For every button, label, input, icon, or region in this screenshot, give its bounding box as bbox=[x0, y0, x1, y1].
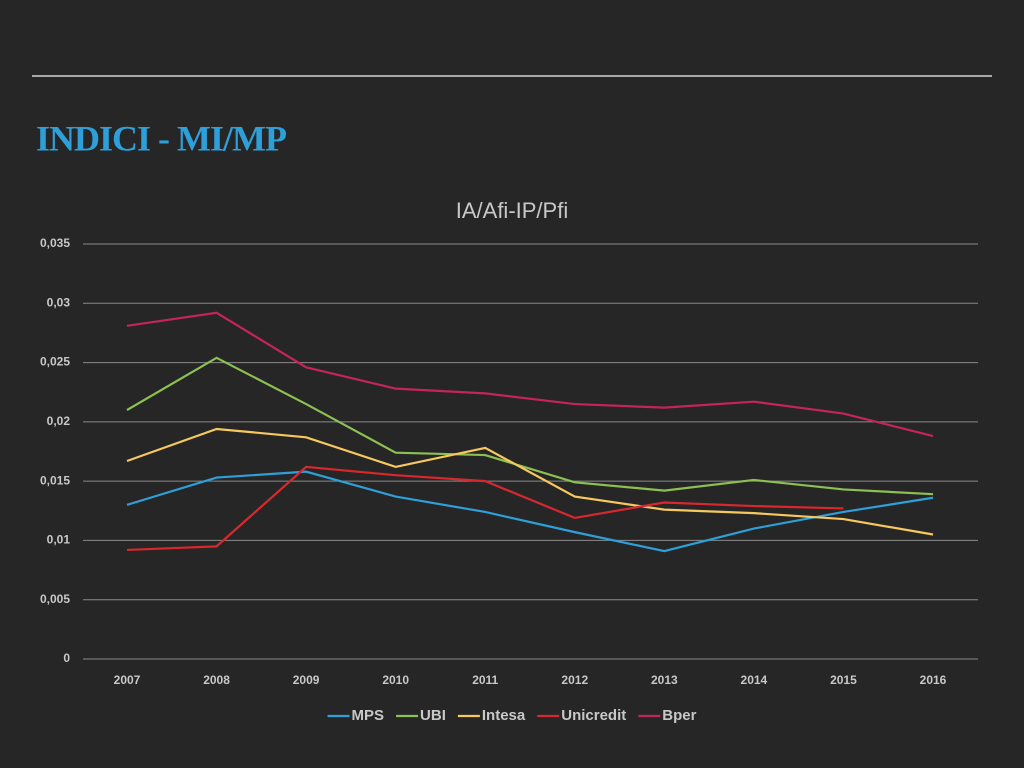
x-tick-label: 2011 bbox=[472, 673, 498, 687]
series-line bbox=[126, 427, 934, 536]
y-tick-label: 0,02 bbox=[47, 414, 71, 428]
x-tick-label: 2016 bbox=[920, 673, 947, 687]
x-tick-label: 2007 bbox=[114, 673, 141, 687]
x-tick-label: 2009 bbox=[293, 673, 320, 687]
y-tick-label: 0,03 bbox=[47, 295, 71, 309]
series-line bbox=[126, 465, 844, 552]
y-tick-label: 0,015 bbox=[40, 473, 70, 487]
x-tick-label: 2012 bbox=[561, 673, 588, 687]
y-tick-label: 0 bbox=[63, 651, 70, 665]
legend-label: UBI bbox=[420, 707, 446, 724]
legend-label: Unicredit bbox=[561, 707, 626, 724]
x-tick-label: 2014 bbox=[741, 673, 768, 687]
y-tick-label: 0,01 bbox=[47, 533, 71, 547]
series-line bbox=[126, 311, 934, 438]
y-tick-label: 0,025 bbox=[40, 355, 70, 369]
series-line bbox=[126, 356, 934, 496]
series-line bbox=[126, 470, 934, 553]
x-tick-label: 2008 bbox=[203, 673, 230, 687]
chart-title: IA/Afi-IP/Pfi bbox=[456, 198, 568, 223]
x-tick-label: 2015 bbox=[830, 673, 857, 687]
x-tick-label: 2010 bbox=[382, 673, 409, 687]
slide-title: INDICI - MI/MP bbox=[36, 118, 286, 158]
legend-label: Intesa bbox=[482, 707, 526, 724]
y-tick-label: 0,035 bbox=[40, 236, 70, 250]
legend-label: MPS bbox=[352, 707, 385, 724]
y-tick-label: 0,005 bbox=[40, 592, 70, 606]
legend-label: Bper bbox=[662, 707, 696, 724]
x-tick-label: 2013 bbox=[651, 673, 678, 687]
